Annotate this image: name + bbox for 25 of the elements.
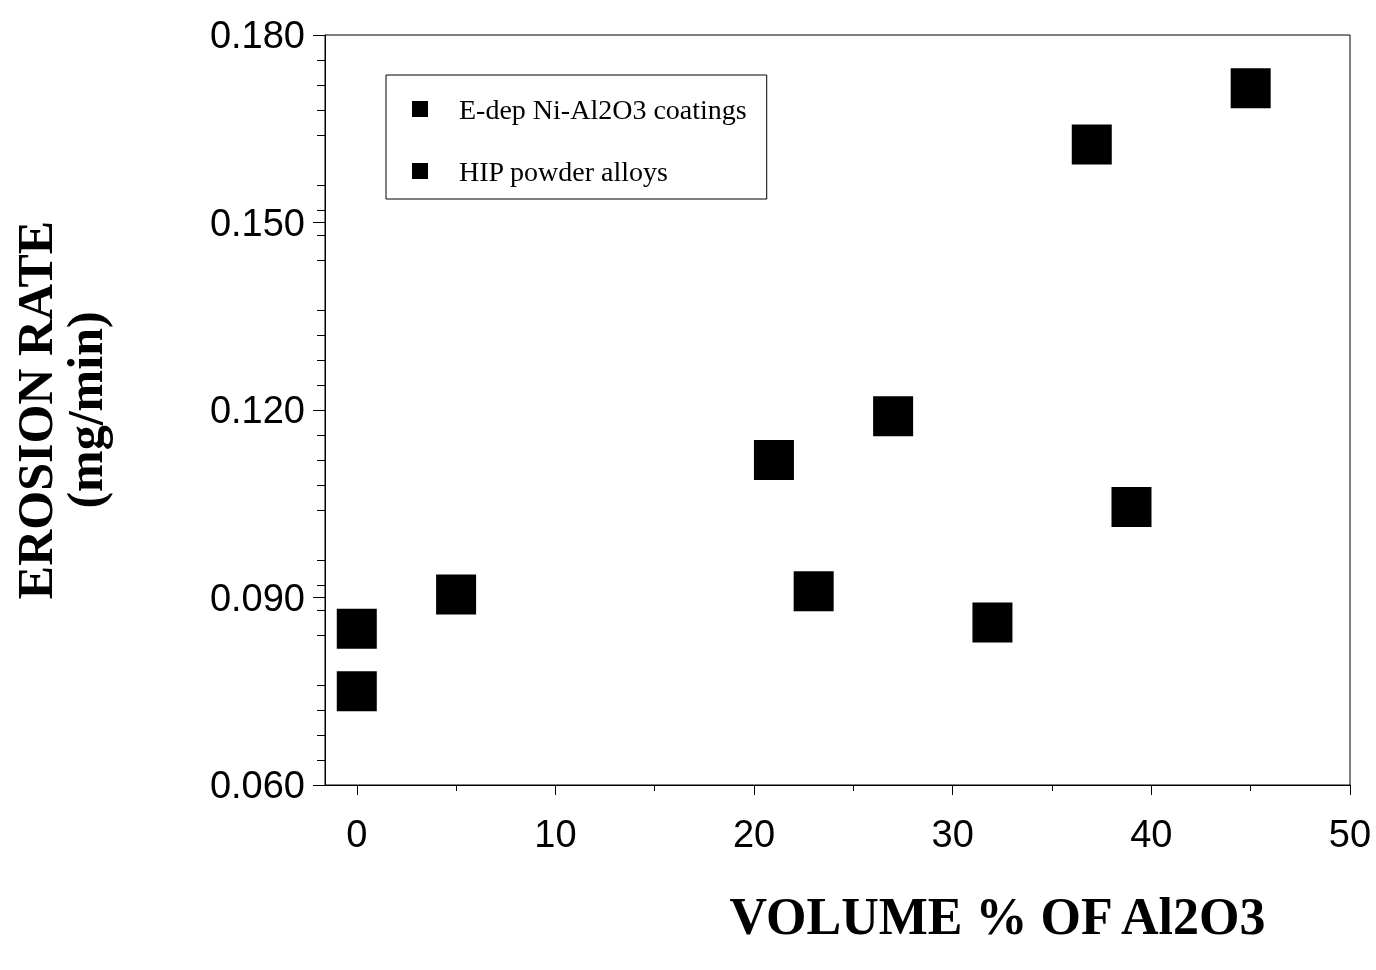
y-tick-label: 0.090 [209, 576, 305, 619]
point [336, 671, 377, 712]
x-tick-label: 40 [1130, 813, 1173, 855]
point [436, 574, 477, 615]
y-axis-title: EROSION RATE (mg/min) [7, 220, 113, 600]
point [336, 608, 377, 649]
x-tick-label: 0 [346, 813, 368, 855]
point [972, 602, 1013, 643]
legend-label: HIP powder alloys [459, 155, 668, 187]
point [1071, 124, 1112, 165]
x-axis-title: VOLUME % OF Al2O3 [729, 887, 1266, 945]
point [753, 440, 794, 480]
y-tick-label: 0.120 [209, 389, 305, 431]
legend-label: E-dep Ni-Al2O3 coatings [459, 93, 747, 125]
y-tick-label: 0.150 [209, 201, 305, 244]
y-tick-label: 0.060 [209, 764, 305, 806]
point [793, 571, 834, 612]
x-tick-label: 50 [1328, 813, 1372, 855]
x-tick-label: 20 [732, 813, 776, 855]
point [1111, 486, 1152, 527]
y-tick-label: 0.180 [209, 14, 305, 56]
x-tick-label: 10 [534, 813, 577, 855]
point [1230, 68, 1271, 109]
point [873, 396, 914, 437]
x-tick-label: 30 [931, 813, 974, 855]
